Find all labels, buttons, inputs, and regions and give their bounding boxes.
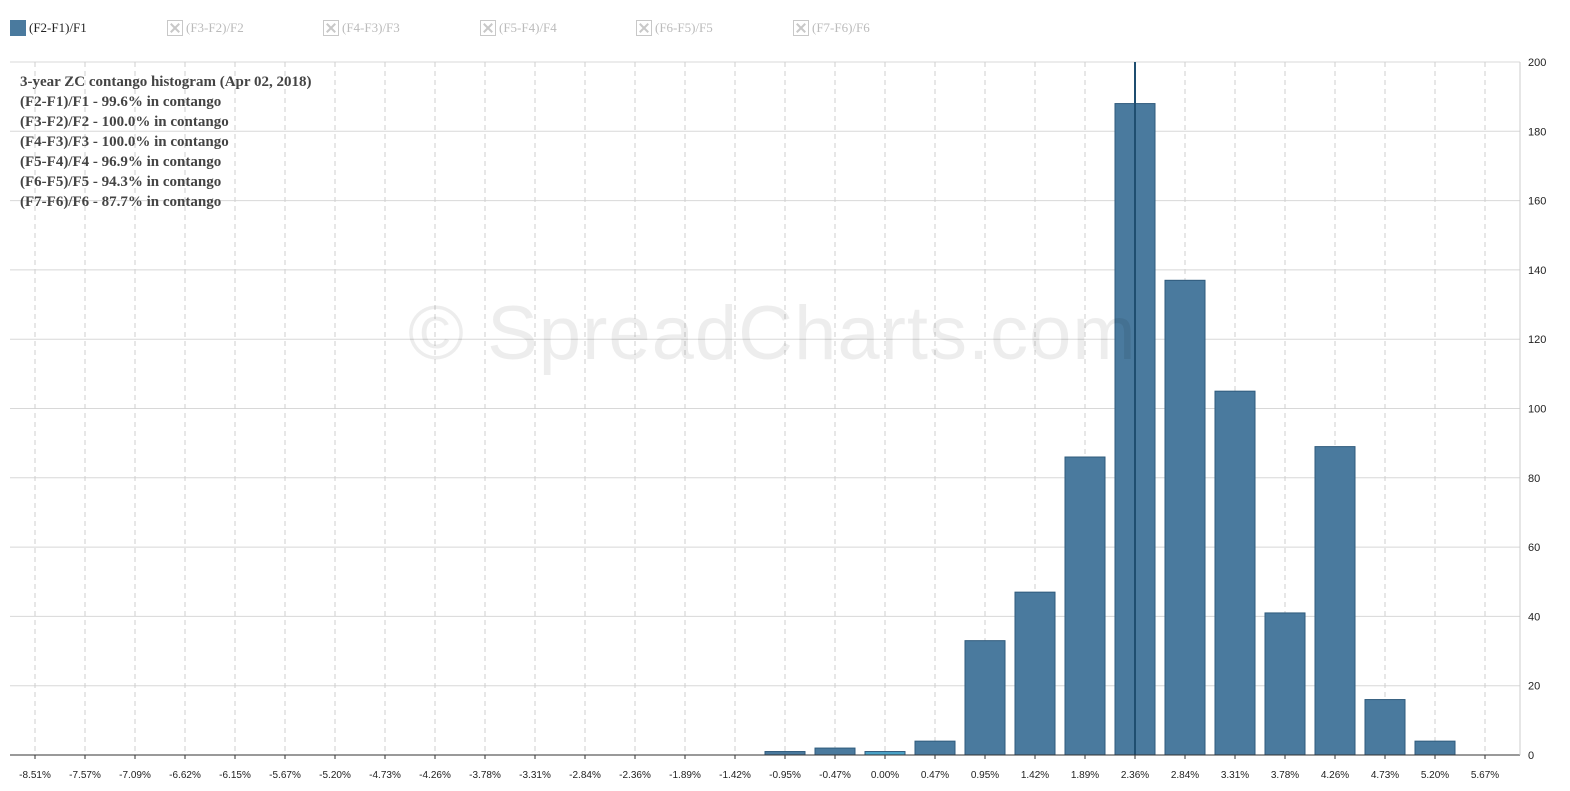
legend-swatch [793, 20, 809, 36]
x-tick-label: -6.15% [219, 770, 251, 781]
bars [764, 103, 1456, 756]
stats-line: (F6-F5)/F5 - 94.3% in contango [20, 174, 222, 190]
legend-swatch [167, 20, 183, 36]
x-tick-label: 2.36% [1121, 770, 1149, 781]
x-tick-label: -7.09% [119, 770, 151, 781]
legend-item-f6-f5[interactable]: (F6-F5)/F5 [636, 20, 713, 36]
x-tick-label: -2.84% [569, 770, 601, 781]
y-tick-label: 20 [1528, 681, 1540, 693]
stats-line: (F5-F4)/F4 - 96.9% in contango [20, 154, 222, 170]
stats-title: 3-year ZC contango histogram (Apr 02, 20… [20, 74, 312, 90]
y-tick-label: 0 [1528, 750, 1534, 762]
histogram-bar [1214, 390, 1256, 756]
x-tick-label: 3.31% [1221, 770, 1249, 781]
grid [10, 61, 1520, 756]
x-tick-label: 0.00% [871, 770, 899, 781]
x-axis: -8.51% -7.57% -7.09% -6.62% -6.15% -5.67% -5.2… [10, 754, 1520, 781]
x-tick-label: -8.51% [19, 770, 51, 781]
stats-line: (F4-F3)/F3 - 100.0% in contango [20, 134, 229, 150]
x-tick-label: -3.78% [469, 770, 501, 781]
x-tick-label: 0.47% [921, 770, 949, 781]
x-tick-label: 0.95% [971, 770, 999, 781]
legend-item-f7-f6[interactable]: (F7-F6)/F6 [793, 20, 870, 36]
y-tick-label: 40 [1528, 611, 1540, 623]
x-tick-label: -7.57% [69, 770, 101, 781]
y-tick-label: 180 [1528, 126, 1546, 138]
y-tick-label: 120 [1528, 334, 1546, 346]
histogram-bar [1064, 456, 1106, 756]
legend-label: (F5-F4)/F4 [499, 20, 557, 35]
x-tick-label: -2.36% [619, 770, 651, 781]
histogram-bar [1414, 740, 1456, 756]
legend-label: (F7-F6)/F6 [812, 20, 870, 35]
x-tick-label: 4.26% [1321, 770, 1349, 781]
histogram-bar [1014, 591, 1056, 756]
x-tick-label: -5.67% [269, 770, 301, 781]
x-tick-label: 1.89% [1071, 770, 1099, 781]
histogram-bar [1264, 612, 1306, 756]
legend-item-f5-f4[interactable]: (F5-F4)/F4 [480, 20, 557, 36]
histogram-bar [1164, 279, 1206, 756]
y-tick-label: 80 [1528, 473, 1540, 485]
legend-label: (F6-F5)/F5 [655, 20, 713, 35]
histogram-bar [1364, 699, 1406, 756]
x-tick-label: -0.95% [769, 770, 801, 781]
x-tick-label: -1.42% [719, 770, 751, 781]
x-tick-label: -4.26% [419, 770, 451, 781]
y-tick-label: 100 [1528, 404, 1546, 416]
legend-swatch [323, 20, 339, 36]
histogram-bar [914, 740, 956, 756]
legend-label: (F2-F1)/F1 [29, 20, 87, 35]
histogram-bar [1314, 446, 1356, 756]
x-tick-label: 4.73% [1371, 770, 1399, 781]
legend-item-f4-f3[interactable]: (F4-F3)/F3 [323, 20, 400, 36]
stats-annotation: 3-year ZC contango histogram (Apr 02, 20… [20, 72, 312, 212]
legend-label: (F4-F3)/F3 [342, 20, 400, 35]
legend-label: (F3-F2)/F2 [186, 20, 244, 35]
stats-line: (F2-F1)/F1 - 99.6% in contango [20, 94, 222, 110]
watermark: © SpreadCharts.com [408, 291, 1137, 376]
x-tick-label: -3.31% [519, 770, 551, 781]
x-tick-label: 1.42% [1021, 770, 1049, 781]
histogram-bar [814, 747, 856, 756]
x-tick-label: 3.78% [1271, 770, 1299, 781]
x-tick-label: -6.62% [169, 770, 201, 781]
x-tick-label: -0.47% [819, 770, 851, 781]
y-axis: 0 20 40 60 80 100 120 140 160 180 200 [1519, 57, 1546, 762]
legend-item-f3-f2[interactable]: (F3-F2)/F2 [167, 20, 244, 36]
stats-line: (F3-F2)/F2 - 100.0% in contango [20, 114, 229, 130]
x-tick-label: 2.84% [1171, 770, 1199, 781]
legend-item-f2-f1[interactable]: (F2-F1)/F1 [10, 20, 87, 36]
y-tick-label: 200 [1528, 57, 1546, 69]
x-tick-label: 5.67% [1471, 770, 1499, 781]
legend-swatch [636, 20, 652, 36]
legend-swatch [480, 20, 496, 36]
histogram-bar [764, 751, 806, 756]
stats-line: (F7-F6)/F6 - 87.7% in contango [20, 194, 222, 210]
x-tick-label: -5.20% [319, 770, 351, 781]
legend: (F2-F1)/F1 (F3-F2)/F2 (F4-F3)/F3 (F5-F4)… [10, 20, 1570, 40]
y-tick-label: 60 [1528, 542, 1540, 554]
legend-swatch [10, 20, 26, 36]
y-tick-label: 160 [1528, 196, 1546, 208]
histogram-bar [864, 751, 906, 756]
y-tick-label: 140 [1528, 265, 1546, 277]
x-tick-label: 5.20% [1421, 770, 1449, 781]
x-tick-label: -4.73% [369, 770, 401, 781]
histogram-bar [964, 640, 1006, 756]
x-tick-label: -1.89% [669, 770, 701, 781]
